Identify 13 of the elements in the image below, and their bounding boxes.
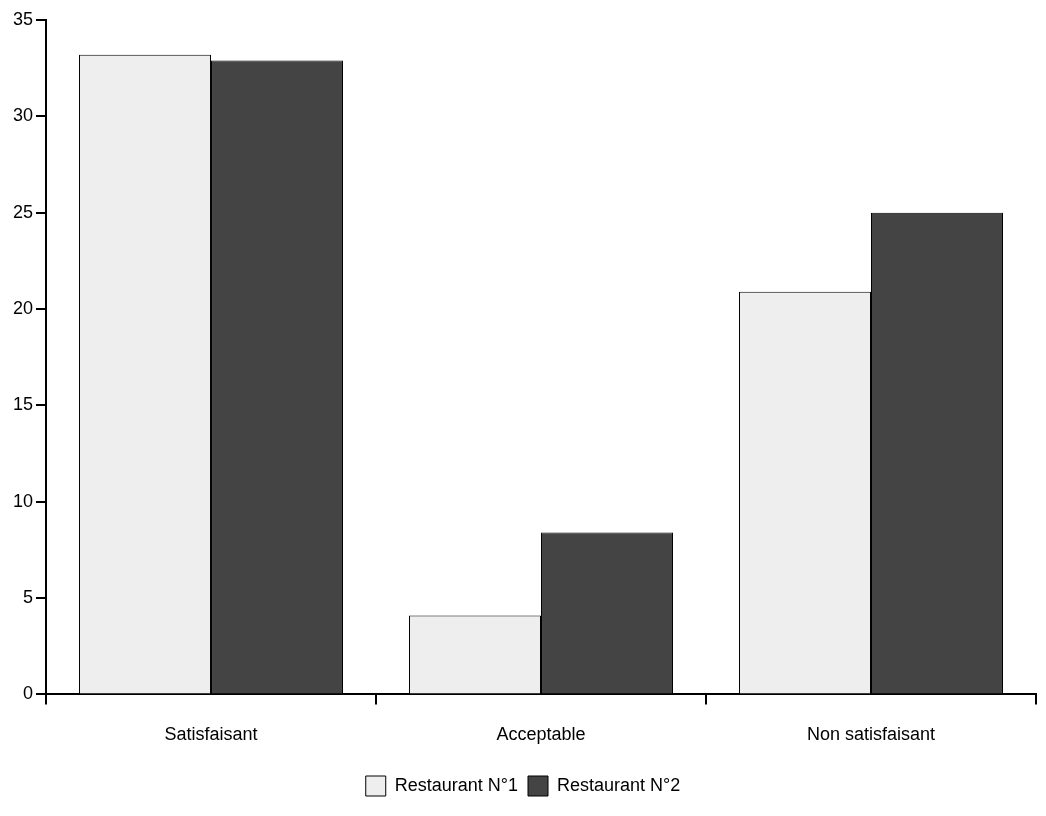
x-tick-label: Acceptable <box>496 724 586 745</box>
y-tick-label: 20 <box>12 298 34 318</box>
x-tick-label: Non satisfaisant <box>806 724 936 745</box>
y-tick-label: 30 <box>12 105 34 126</box>
y-tick-label: 10 <box>12 490 34 511</box>
y-tick-label: 0 <box>23 683 34 704</box>
y-tick-label: 15 <box>12 394 34 415</box>
y-tick-label: 25 <box>12 201 34 222</box>
y-tick-label: 5 <box>23 587 34 608</box>
y-tick-label: 35 <box>12 8 34 29</box>
x-tick-label: Satisfaisant <box>164 724 258 745</box>
legend-label: Restaurant N°2 <box>557 774 681 795</box>
legend-label: Restaurant N°1 <box>394 774 519 795</box>
